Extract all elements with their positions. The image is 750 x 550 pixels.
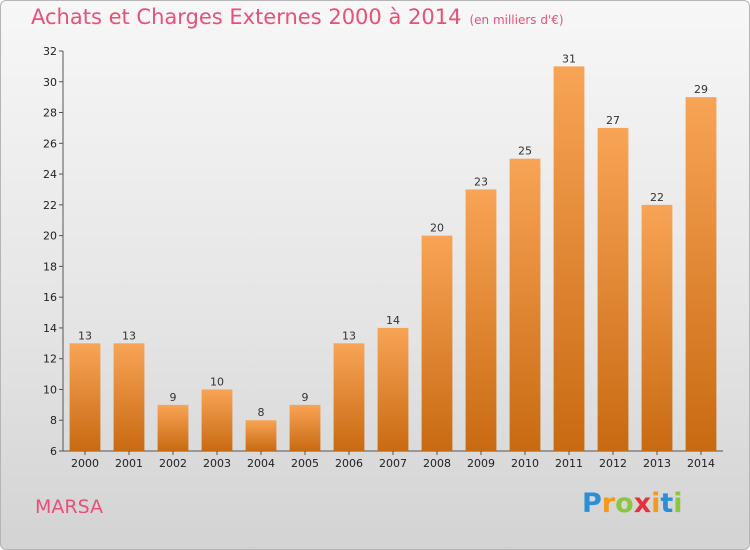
y-tick-label: 30 — [43, 76, 57, 89]
bar-value-label: 23 — [474, 175, 488, 188]
bar-value-label: 27 — [606, 114, 620, 127]
bar-value-label: 22 — [650, 191, 664, 204]
y-tick-label: 16 — [43, 291, 57, 304]
commune-name: MARSA — [35, 496, 104, 518]
y-tick-label: 26 — [43, 137, 57, 150]
bar — [69, 343, 101, 451]
chart-title-text: Achats et Charges Externes 2000 à 2014 — [31, 5, 462, 29]
y-tick-label: 24 — [43, 168, 57, 181]
x-tick-label: 2014 — [687, 457, 715, 470]
y-tick-label: 18 — [43, 260, 57, 273]
bar-value-label: 29 — [694, 83, 708, 96]
bar — [509, 158, 541, 451]
x-tick-label: 2005 — [291, 457, 319, 470]
x-tick-label: 2002 — [159, 457, 187, 470]
y-tick-label: 20 — [43, 230, 57, 243]
logo-letter: t — [660, 488, 674, 519]
bar-value-label: 8 — [258, 406, 265, 419]
y-tick-label: 12 — [43, 353, 57, 366]
bar — [597, 127, 629, 451]
bar-value-label: 14 — [386, 314, 400, 327]
logo-letter: i — [651, 488, 661, 519]
chart-bars: 13 13 9 10 8 9 13 14 20 23 25 31 27 22 29 — [69, 52, 717, 452]
y-tick-label: 6 — [50, 445, 57, 458]
bar-value-label: 13 — [78, 329, 92, 342]
bar — [333, 343, 365, 451]
bar — [289, 404, 321, 451]
bar — [377, 327, 409, 451]
y-tick-label: 28 — [43, 107, 57, 120]
bar-value-label: 25 — [518, 145, 532, 158]
x-tick-label: 2001 — [115, 457, 143, 470]
x-tick-label: 2007 — [379, 457, 407, 470]
x-tick-label: 2013 — [643, 457, 671, 470]
bar-value-label: 13 — [342, 329, 356, 342]
bar — [421, 235, 453, 451]
bar-value-label: 9 — [170, 391, 177, 404]
chart-title: Achats et Charges Externes 2000 à 2014 (e… — [31, 5, 564, 29]
bar — [157, 404, 189, 451]
y-tick-label: 22 — [43, 199, 57, 212]
bar — [553, 66, 585, 451]
bar-value-label: 13 — [122, 329, 136, 342]
bar-value-label: 20 — [430, 222, 444, 235]
logo-letter: P — [582, 488, 602, 519]
x-tick-label: 2008 — [423, 457, 451, 470]
chart-axes: 6 8 10 12 14 16 18 20 22 24 26 28 30 32 2000 2001 2002 20… — [43, 45, 723, 470]
logo-letter: i — [673, 488, 683, 519]
x-tick-label: 2010 — [511, 457, 539, 470]
bar — [465, 189, 497, 451]
x-tick-label: 2003 — [203, 457, 231, 470]
bar — [245, 420, 277, 451]
x-tick-label: 2011 — [555, 457, 583, 470]
bar-value-label: 9 — [302, 391, 309, 404]
y-tick-label: 32 — [43, 45, 57, 58]
logo-letter: x — [633, 488, 652, 519]
x-tick-label: 2006 — [335, 457, 363, 470]
x-tick-label: 2004 — [247, 457, 275, 470]
bar-value-label: 31 — [562, 52, 576, 65]
logo-letter: r — [601, 488, 616, 519]
y-tick-label: 8 — [50, 414, 57, 427]
logo-letter: o — [615, 488, 634, 519]
bar — [641, 204, 673, 451]
x-tick-label: 2000 — [71, 457, 99, 470]
bar — [201, 389, 233, 451]
bar — [113, 343, 145, 451]
proxiti-logo[interactable]: Proxiti — [582, 488, 683, 519]
x-tick-label: 2009 — [467, 457, 495, 470]
y-tick-label: 10 — [43, 383, 57, 396]
x-tick-label: 2012 — [599, 457, 627, 470]
y-tick-label: 14 — [43, 322, 57, 335]
bar-value-label: 10 — [210, 375, 224, 388]
bar — [685, 97, 717, 452]
chart-subtitle: (en milliers d'€) — [469, 13, 564, 27]
